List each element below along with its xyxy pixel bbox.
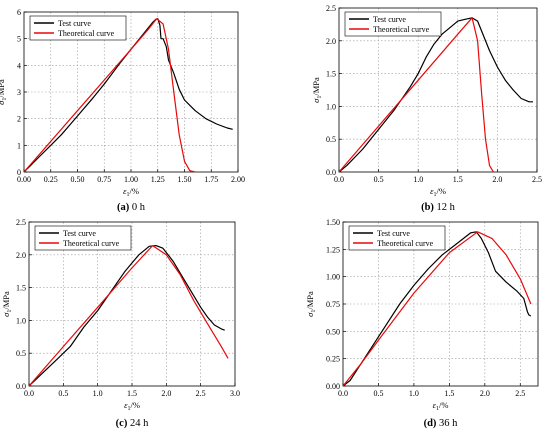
x-tick-label: 1.00 (124, 175, 138, 184)
y-tick-label: 4 (17, 61, 21, 70)
y-tick-label: 1.0 (326, 102, 336, 111)
legend-box (344, 11, 442, 37)
legend-label: Theoretical curve (63, 239, 120, 248)
x-axis-label: ε1/% (124, 400, 140, 412)
x-tick-label: 1.5 (444, 389, 454, 398)
y-axis-label: σ1/MPa (311, 77, 323, 103)
legend-label: Theoretical curve (373, 25, 430, 34)
y-tick-label: 0.5 (16, 349, 26, 358)
panel-caption: (b) 12 h (421, 202, 456, 213)
series-line-theoretical (338, 17, 494, 173)
y-tick-label: 2 (17, 115, 21, 124)
x-tick-label: 2.00 (231, 175, 245, 184)
y-tick-label: 1.00 (326, 273, 340, 282)
y-axis-label: σ1/MPa (0, 79, 8, 105)
x-tick-label: 2.0 (492, 175, 502, 184)
x-tick-label: 0.0 (338, 389, 348, 398)
plot-frame (338, 7, 538, 173)
chart-panel-0: 0.00 0.25 0.50 0.75 1.00 1.25 1.50 1.75 2.00 0 1 2 3… (0, 8, 245, 213)
chart-panel-2: 0.0 0.5 1.0 1.5 2.0 2.5 3.0 0.0 0.5 1.0 1.5 2.0 2.5 ε… (1, 218, 240, 429)
x-tick-label: 0.0 (24, 389, 34, 398)
legend-label: Theoretical curve (58, 29, 115, 38)
x-tick-label: 1.75 (204, 175, 218, 184)
y-axis-label: σ1/MPa (305, 291, 317, 317)
x-tick-label: 2.0 (161, 389, 171, 398)
x-tick-label: 0.5 (373, 389, 383, 398)
x-tick-label: 0.50 (71, 175, 85, 184)
legend-box (34, 225, 132, 251)
series-line-test (338, 17, 533, 173)
y-tick-label: 1.5 (16, 284, 26, 293)
x-tick-label: 2.0 (480, 389, 490, 398)
y-tick-label: 0.5 (326, 135, 336, 144)
x-tick-label: 1.5 (127, 389, 137, 398)
y-tick-label: 0 (17, 168, 21, 177)
y-tick-label: 0.0 (326, 168, 336, 177)
y-tick-label: 2.0 (326, 37, 336, 46)
series-line-test (342, 231, 532, 387)
series-line-theoretical (28, 245, 229, 387)
y-tick-label: 1.0 (16, 316, 26, 325)
y-tick-label: 2.5 (326, 4, 336, 13)
x-tick-label: 2.5 (196, 389, 206, 398)
y-tick-label: 1.5 (326, 70, 336, 79)
legend-label: Test curve (373, 15, 406, 24)
y-tick-label: 1.50 (326, 218, 340, 227)
chart-panel-1: 0.0 0.5 1.0 1.5 2.0 2.5 0.0 0.5 1.0 1.5 2.0 2.5 ε1/%… (311, 4, 542, 213)
x-tick-label: 0.5 (374, 175, 384, 184)
panel-caption: (d) 36 h (424, 418, 459, 429)
y-tick-label: 2.0 (16, 251, 26, 260)
x-tick-label: 0.00 (17, 175, 31, 184)
y-tick-label: 0.0 (16, 382, 26, 391)
x-tick-label: 1.5 (453, 175, 463, 184)
x-tick-label: 1.25 (151, 175, 165, 184)
series-line-theoretical (23, 18, 196, 173)
y-tick-label: 1.25 (326, 245, 340, 254)
x-tick-label: 0.0 (334, 175, 344, 184)
legend-box (348, 225, 446, 251)
y-tick-label: 0.75 (326, 300, 340, 309)
y-axis-label: σ1/MPa (1, 291, 13, 317)
panel-caption: (a) 0 h (117, 202, 146, 213)
x-tick-label: 1.0 (93, 389, 103, 398)
y-tick-label: 6 (17, 8, 21, 17)
x-tick-label: 0.25 (44, 175, 58, 184)
legend-label: Test curve (58, 19, 91, 28)
legend-box (29, 15, 127, 41)
x-tick-label: 1.0 (409, 389, 419, 398)
series-line-test (28, 245, 225, 387)
y-tick-label: 0.50 (326, 327, 340, 336)
chart-panel-3: 0.0 0.5 1.0 1.5 2.0 2.5 0.00 0.25 0.50 0.75 1.00 1.… (305, 218, 539, 429)
x-tick-label: 1.0 (413, 175, 423, 184)
y-tick-label: 0.25 (326, 355, 340, 364)
x-tick-label: 0.5 (58, 389, 68, 398)
y-tick-label: 1 (17, 141, 21, 150)
legend-label: Test curve (377, 229, 410, 238)
x-tick-label: 1.50 (178, 175, 192, 184)
x-tick-label: 2.5 (515, 389, 525, 398)
y-tick-label: 2.5 (16, 218, 26, 227)
series-line-theoretical (342, 231, 532, 387)
x-tick-label: 3.0 (230, 389, 240, 398)
x-tick-label: 2.5 (532, 175, 542, 184)
x-tick-label: 0.75 (97, 175, 111, 184)
x-axis-label: ε1/% (123, 186, 139, 198)
panel-caption: (c) 24 h (116, 418, 149, 429)
x-axis-label: ε1/% (430, 186, 446, 198)
y-tick-label: 5 (17, 35, 21, 44)
legend-label: Theoretical curve (377, 239, 434, 248)
series-line-test (23, 18, 233, 173)
legend-label: Test curve (63, 229, 96, 238)
x-axis-label: ε1/% (433, 400, 449, 412)
y-tick-label: 0.00 (326, 382, 340, 391)
y-tick-label: 3 (17, 88, 21, 97)
